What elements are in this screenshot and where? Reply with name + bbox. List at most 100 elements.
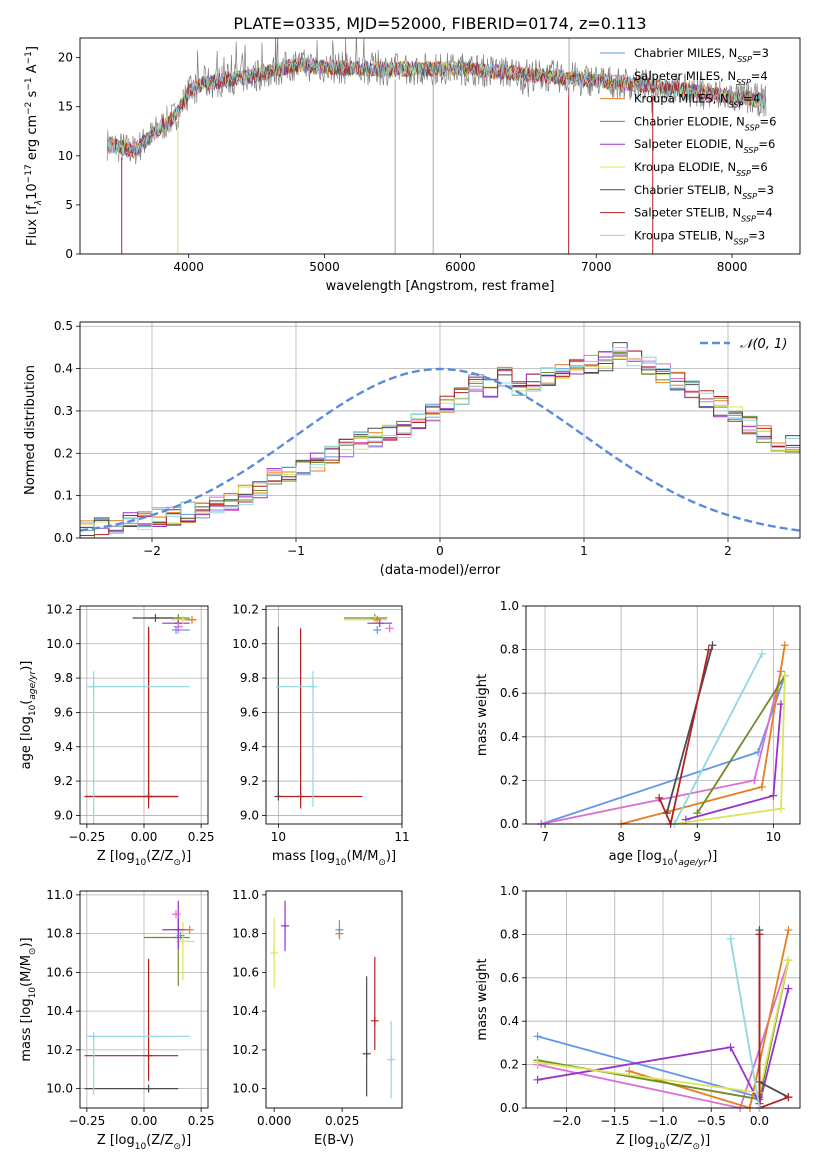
weight-marker xyxy=(784,956,793,965)
y-tick-label: 0.2 xyxy=(54,446,73,460)
x-tick-label: 0.0 xyxy=(750,1114,769,1128)
weight-marker xyxy=(784,926,793,935)
y-tick-label: 5 xyxy=(65,198,73,212)
weight-marker xyxy=(708,641,717,650)
age_vs_Z-xlabel: Z [log10(Z/Z⊙)] xyxy=(97,849,191,868)
data-marker xyxy=(185,925,194,934)
x-tick-label: 6000 xyxy=(445,260,476,274)
y-tick-label: 10.2 xyxy=(46,1043,73,1057)
data-marker xyxy=(188,615,196,624)
y-tick-label: 9.8 xyxy=(54,671,73,685)
weight-marker xyxy=(780,641,789,650)
y-tick-label: 10.6 xyxy=(232,965,259,979)
data-marker xyxy=(373,615,382,624)
y-tick-label: 11.0 xyxy=(46,888,73,902)
gaussian-curve xyxy=(80,367,800,532)
y-tick-label: 1.0 xyxy=(500,599,519,613)
x-tick-label: 0.00 xyxy=(131,830,158,844)
residuals-ylabel: Normed distribution xyxy=(23,365,38,495)
legend-label: Kroupa MILES, NSSP=4 xyxy=(634,92,760,110)
data-marker xyxy=(176,931,185,940)
legend-label: Salpeter ELODIE, NSSP=6 xyxy=(634,137,775,155)
y-tick-label: 0.8 xyxy=(500,643,519,657)
data-marker xyxy=(370,1016,379,1025)
histogram-chabrier-elodie xyxy=(80,350,800,538)
age_vs_mass-points xyxy=(274,614,394,809)
y-tick-label: 10.8 xyxy=(232,927,259,941)
y-tick-label: 0.0 xyxy=(500,817,519,831)
y-tick-label: 10.0 xyxy=(232,1082,259,1096)
mass_vs_Z-xlabel: Z [log10(Z/Z⊙)] xyxy=(97,1133,191,1152)
spectrum-axes: 4000 5000 6000 7000 8000 0 5 10 15 20 xyxy=(58,51,748,274)
x-tick-label: 0.25 xyxy=(188,1114,215,1128)
age_weights-ylabel: mass weight xyxy=(475,674,490,756)
y-tick-label: 0.0 xyxy=(500,1101,519,1115)
data-marker xyxy=(89,682,98,691)
y-tick-label: 0.4 xyxy=(500,1014,519,1028)
data-marker xyxy=(144,792,153,801)
legend-label: Chabrier ELODIE, NSSP=6 xyxy=(634,114,776,131)
data-marker xyxy=(308,682,317,691)
data-marker xyxy=(144,1084,153,1093)
x-tick-label: −0.25 xyxy=(68,830,105,844)
data-marker xyxy=(281,921,290,930)
weight-marker xyxy=(776,804,785,813)
mass_vs_ebv-points xyxy=(270,900,396,1099)
spectrum-xlabel: wavelength [Angstrom, rest frame] xyxy=(326,279,555,294)
y-tick-label: 9.6 xyxy=(240,705,259,719)
y-tick-label: 9.4 xyxy=(54,740,73,754)
y-tick-label: 10.4 xyxy=(232,1004,259,1018)
y-tick-label: 9.2 xyxy=(54,774,73,788)
weight-marker xyxy=(784,984,793,993)
spectrum-model-kroupa-stelib xyxy=(106,56,766,157)
x-tick-label: 0.00 xyxy=(131,1114,158,1128)
histogram-salpeter-stelib xyxy=(80,350,800,538)
Z_weights-xlabel: Z [log10(Z/Z⊙)] xyxy=(616,1133,710,1152)
x-tick-label: −0.25 xyxy=(68,1114,105,1128)
x-tick-label: 0 xyxy=(436,544,444,558)
data-marker xyxy=(144,1051,153,1060)
x-tick-label: −1.5 xyxy=(600,1114,629,1128)
y-tick-label: 9.8 xyxy=(240,671,259,685)
legend-label: Salpeter MILES, NSSP=4 xyxy=(634,69,768,87)
mass_vs_ebv-frame xyxy=(265,890,403,1109)
age_weights-lines xyxy=(537,641,789,828)
x-tick-label: −0.5 xyxy=(697,1114,726,1128)
y-tick-label: 10.0 xyxy=(46,1082,73,1096)
weight-line xyxy=(665,644,714,814)
weight-marker xyxy=(757,649,766,658)
x-tick-label: 0.025 xyxy=(325,1114,359,1128)
weight-marker xyxy=(750,776,759,785)
y-tick-label: 0.2 xyxy=(500,1058,519,1072)
data-marker xyxy=(373,626,382,635)
weight-marker xyxy=(755,930,764,939)
weight-line xyxy=(696,675,786,814)
mass_vs_Z-ylabel: mass [log10(M/M⊙)] xyxy=(19,937,38,1061)
x-tick-label: 7000 xyxy=(581,260,612,274)
data-marker xyxy=(172,910,180,919)
data-marker xyxy=(385,624,394,633)
weight-line xyxy=(673,653,763,825)
histogram-kroupa-miles xyxy=(80,358,800,538)
age_vs_mass-axes: 10 11 9.0 9.2 9.4 9.6 9.8 10.0 10.2 xyxy=(232,602,409,844)
y-tick-label: 1.0 xyxy=(500,884,519,898)
weight-marker xyxy=(757,782,766,791)
y-tick-label: 0.5 xyxy=(54,319,73,333)
data-marker xyxy=(174,925,183,934)
x-tick-label: 10 xyxy=(766,830,781,844)
legend-label: Salpeter STELIB, NSSP=4 xyxy=(634,206,773,224)
x-tick-label: 0.000 xyxy=(257,1114,291,1128)
data-marker xyxy=(296,792,305,801)
x-tick-label: 5000 xyxy=(309,260,340,274)
y-tick-label: 0.8 xyxy=(500,927,519,941)
weight-marker xyxy=(655,793,664,802)
histogram-salpeter-elodie xyxy=(80,353,800,538)
data-marker xyxy=(335,929,344,938)
y-tick-label: 10.8 xyxy=(46,927,73,941)
y-tick-label: 0.2 xyxy=(500,773,519,787)
mass_vs_Z-points xyxy=(84,900,195,1095)
x-tick-label: 8 xyxy=(617,830,625,844)
legend-label: Chabrier STELIB, NSSP=3 xyxy=(634,183,774,201)
weight-marker xyxy=(780,671,789,680)
mass_vs_ebv-xlabel: E(B-V) xyxy=(314,1133,354,1148)
